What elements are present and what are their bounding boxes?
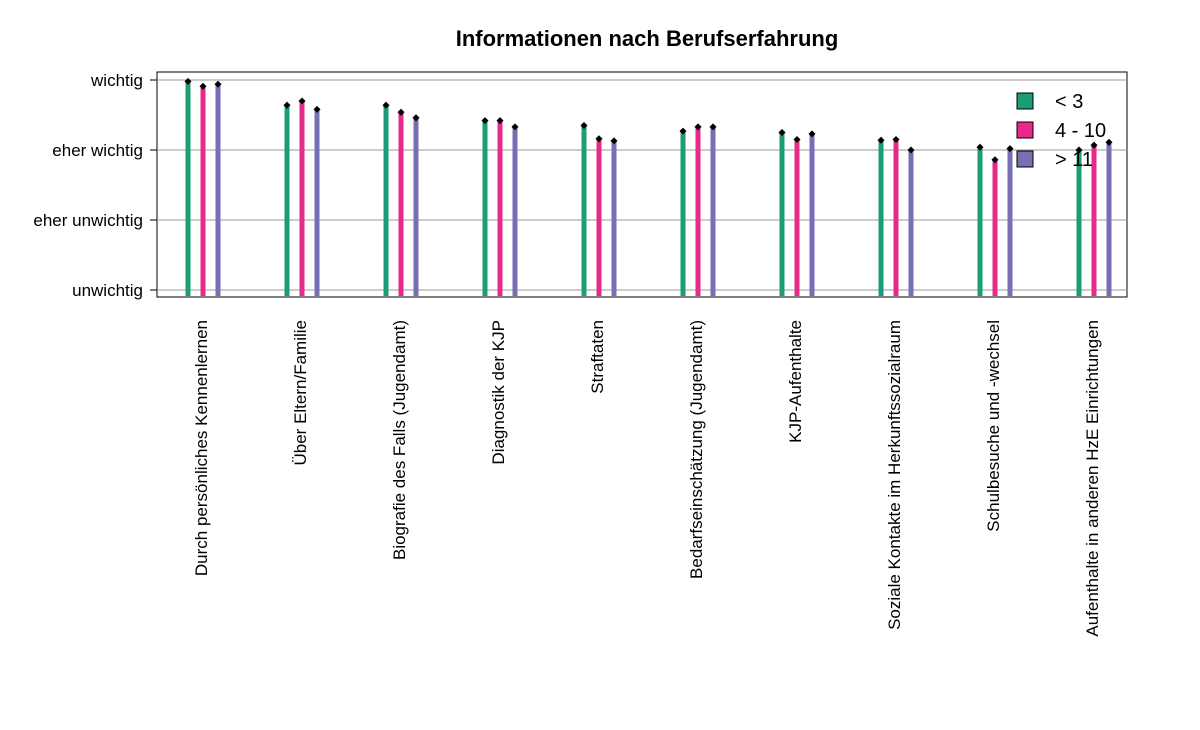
chart-title: Informationen nach Berufserfahrung [456, 26, 839, 51]
x-tick-label: Soziale Kontakte im Herkunftssozialraum [885, 320, 904, 630]
legend-label: < 3 [1055, 91, 1083, 113]
data-point [283, 101, 291, 109]
legend-swatch [1016, 150, 1034, 168]
x-tick-label: Über Eltern/Familie [291, 320, 310, 466]
bar [581, 125, 587, 296]
data-point [313, 105, 321, 113]
y-tick-label: wichtig [90, 71, 143, 90]
bar [794, 139, 800, 296]
bar [185, 81, 191, 297]
x-tick-label: Straftaten [588, 320, 607, 394]
data-point [580, 121, 588, 130]
bar [893, 139, 899, 296]
bar [482, 120, 488, 296]
bar [284, 105, 290, 296]
bar [908, 150, 914, 296]
x-tick-label: Schulbesuche und -wechsel [984, 320, 1003, 532]
bar [878, 140, 884, 296]
bar [695, 126, 701, 297]
x-tick-label: Aufenthalte in anderen HzE Einrichtungen [1083, 320, 1102, 637]
data-point [595, 135, 603, 143]
data-point [610, 137, 618, 145]
data-point [412, 114, 420, 122]
bar [512, 126, 518, 297]
legend-label: 4 - 10 [1055, 120, 1106, 142]
y-axis: wichtig eher wichtig eher unwichtig unwicht… [33, 71, 157, 300]
x-tick-label: Bedarfseinschätzung (Jugendamt) [687, 320, 706, 579]
data-point [709, 123, 717, 131]
data-point [808, 130, 816, 138]
bar [779, 132, 785, 296]
data-point [397, 108, 405, 116]
bar [1106, 142, 1112, 296]
y-tick-label: eher wichtig [52, 141, 143, 160]
x-tick-label: Biografie des Falls (Jugendamt) [390, 320, 409, 560]
bar [596, 138, 602, 296]
y-tick-label: eher unwichtig [33, 211, 143, 230]
x-tick-label: Diagnostik der KJP [489, 320, 508, 465]
data-point [679, 127, 687, 135]
data-point [892, 135, 900, 144]
data-point [1006, 145, 1014, 153]
data-point [991, 156, 999, 164]
bar [1007, 148, 1013, 296]
bar [497, 120, 503, 296]
data-point [298, 97, 306, 105]
data-point [199, 82, 207, 90]
bar [809, 133, 815, 296]
bar [992, 159, 998, 296]
legend-label: > 11 [1055, 149, 1093, 171]
bar [215, 84, 221, 296]
bar [314, 109, 320, 297]
bar [1076, 150, 1082, 296]
bar [398, 112, 404, 296]
data-point [481, 117, 489, 125]
data-point [694, 123, 702, 131]
data-point [511, 123, 519, 131]
bar [200, 86, 206, 296]
x-tick-label: KJP-Aufenthalte [786, 320, 805, 443]
bar [680, 131, 686, 296]
bar [977, 147, 983, 296]
data-point [877, 136, 885, 144]
y-tick-label: unwichtig [72, 281, 143, 300]
legend-swatch [1016, 121, 1034, 139]
data-point [793, 135, 801, 144]
x-axis-labels: Durch persönliches Kennenlernen Über Elte… [192, 320, 1102, 637]
data-point [976, 143, 984, 151]
data-point [184, 77, 192, 85]
bars [184, 77, 1113, 297]
bar [383, 105, 389, 296]
bar [611, 140, 617, 296]
bar [299, 101, 305, 296]
data-point [214, 80, 222, 88]
legend: < 3 4 - 10 > 11 [1016, 91, 1106, 171]
bar [1091, 145, 1097, 296]
data-point [496, 117, 504, 125]
data-point [382, 101, 390, 109]
plot-area [156, 71, 1128, 298]
bar [710, 126, 716, 297]
data-point [778, 128, 786, 137]
legend-swatch [1016, 92, 1034, 110]
data-point [907, 146, 915, 154]
bar [413, 117, 419, 296]
x-tick-label: Durch persönliches Kennenlernen [192, 320, 211, 576]
